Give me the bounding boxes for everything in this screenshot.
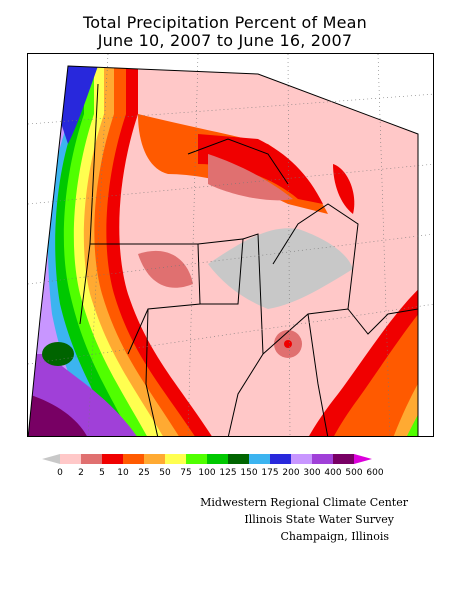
legend-swatch <box>60 454 81 464</box>
legend: 0 2 5 10 25 50 75 100 125 150 175 200 300 400 500 600 <box>42 454 384 478</box>
legend-swatch <box>333 454 354 464</box>
legend-label: 175 <box>261 468 278 478</box>
map-title: Total Precipitation Percent of Mean <box>83 13 367 32</box>
legend-swatch <box>81 454 102 464</box>
legend-swatch <box>207 454 228 464</box>
legend-swatch <box>249 454 270 464</box>
legend-labels: 0 2 5 10 25 50 75 100 125 150 175 200 300 400 500 600 <box>57 468 384 478</box>
legend-label: 50 <box>159 468 171 478</box>
legend-label: 75 <box>180 468 191 478</box>
legend-swatch <box>165 454 186 464</box>
graticule <box>28 54 433 436</box>
legend-label: 5 <box>99 468 105 478</box>
legend-swatches <box>42 454 372 464</box>
map-canvas <box>28 54 433 436</box>
legend-swatch <box>186 454 207 464</box>
legend-label: 600 <box>366 468 383 478</box>
legend-swatch <box>291 454 312 464</box>
map-date-range: June 10, 2007 to June 16, 2007 <box>97 31 353 50</box>
credit-organization: Midwestern Regional Climate Center <box>200 496 408 509</box>
legend-label: 125 <box>219 468 236 478</box>
legend-swatch <box>144 454 165 464</box>
legend-label: 500 <box>345 468 362 478</box>
legend-swatch <box>123 454 144 464</box>
legend-arrow-high <box>354 454 372 464</box>
legend-swatch <box>102 454 123 464</box>
legend-label: 0 <box>57 468 63 478</box>
state-boundaries <box>28 65 419 436</box>
contour-fills <box>28 66 418 436</box>
legend-label: 400 <box>324 468 341 478</box>
legend-swatch <box>228 454 249 464</box>
legend-label: 2 <box>78 468 84 478</box>
legend-label: 300 <box>303 468 320 478</box>
legend-label: 100 <box>198 468 215 478</box>
legend-label: 25 <box>138 468 149 478</box>
legend-swatch <box>270 454 291 464</box>
legend-arrow-low <box>42 454 60 464</box>
legend-label: 200 <box>282 468 299 478</box>
legend-label: 10 <box>117 468 129 478</box>
credit-survey: Illinois State Water Survey <box>244 513 394 526</box>
legend-swatch <box>312 454 333 464</box>
credit-location: Champaign, Illinois <box>280 530 390 543</box>
precipitation-map <box>27 53 434 437</box>
legend-label: 150 <box>240 468 257 478</box>
